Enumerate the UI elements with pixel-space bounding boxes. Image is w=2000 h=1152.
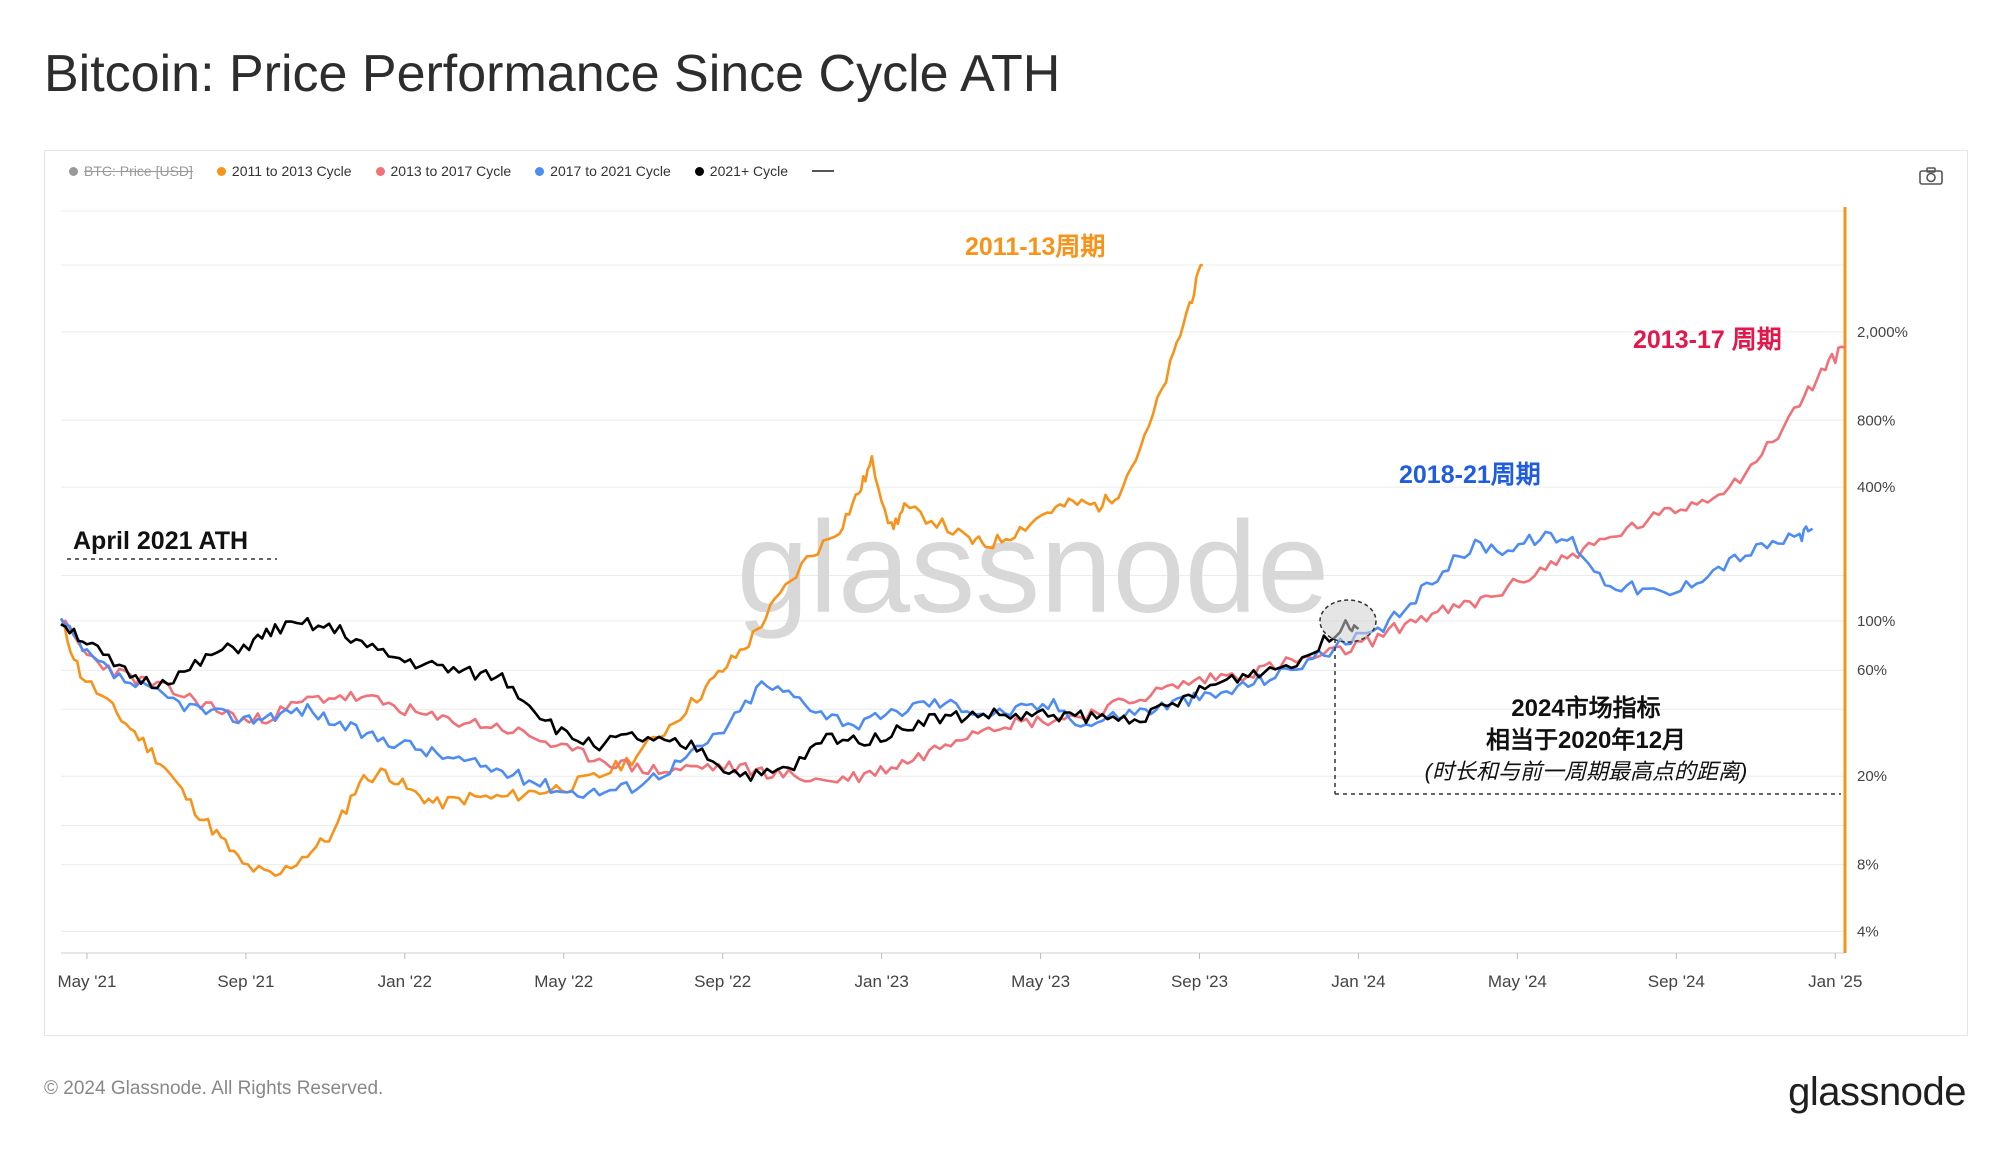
series-line-1 [60, 345, 1846, 784]
legend-item-0[interactable]: BTC: Price [USD] [69, 163, 193, 179]
legend-label: 2021+ Cycle [709, 163, 789, 179]
x-tick-label: May '24 [1488, 972, 1547, 991]
page-title: Bitcoin: Price Performance Since Cycle A… [44, 45, 1061, 103]
cycle-2018-label: 2018-21周期 [1399, 461, 1541, 489]
y-tick-label: 4% [1857, 923, 1879, 940]
ath-annotation: April 2021 ATH [73, 527, 248, 555]
x-tick-label: Sep '22 [694, 972, 751, 991]
x-tick-label: Sep '21 [217, 972, 274, 991]
chart-card: BTC: Price [USD] 2011 to 2013 Cycle 2013 t… [44, 150, 1968, 1036]
cycle-2011-label: 2011-13周期 [965, 233, 1105, 261]
legend-dot-icon [216, 166, 226, 176]
legend-item-4[interactable]: 2021+ Cycle [694, 163, 789, 179]
legend-dot-icon [694, 166, 704, 176]
x-tick-label: Jan '24 [1331, 972, 1385, 991]
x-tick-label: Sep '23 [1171, 972, 1228, 991]
camera-icon[interactable] [1919, 167, 1943, 185]
y-tick-label: 400% [1857, 479, 1895, 496]
legend-dot-icon [535, 166, 545, 176]
x-tick-label: Jan '23 [854, 972, 908, 991]
legend-label: 2011 to 2013 Cycle [231, 163, 352, 179]
highlight-ellipse [1319, 599, 1377, 643]
cycle-2013-label: 2013-17 周期 [1633, 326, 1782, 354]
note-line-2: 相当于2020年12月 [1486, 726, 1686, 754]
x-tick-label: Sep '24 [1648, 972, 1705, 991]
x-tick-label: May '22 [534, 972, 593, 991]
y-tick-label: 800% [1857, 412, 1895, 429]
y-tick-label: 2,000% [1857, 324, 1908, 341]
chart-legend: BTC: Price [USD] 2011 to 2013 Cycle 2013 t… [69, 163, 835, 179]
note-line-1: 2024市场指标 [1511, 694, 1660, 722]
copyright-footer: © 2024 Glassnode. All Rights Reserved. [44, 1078, 384, 1099]
watermark-text: glassnode [737, 494, 1330, 640]
x-tick-label: Jan '22 [378, 972, 432, 991]
legend-label: 2013 to 2017 Cycle [390, 163, 512, 179]
series-line-3 [60, 616, 1360, 782]
legend-item-3[interactable]: 2017 to 2021 Cycle [535, 163, 671, 179]
legend-item-2[interactable]: 2013 to 2017 Cycle [375, 163, 512, 179]
legend-label: BTC: Price [USD] [84, 163, 193, 179]
legend-label: 2017 to 2021 Cycle [550, 163, 671, 179]
note-line-3: (时长和与前一周期最高点的距离) [1425, 759, 1748, 784]
glassnode-logo[interactable]: glassnode [1788, 1070, 1966, 1114]
series-line-0 [59, 263, 1203, 877]
chart-plot: glassnode 2,000% 800% 400% 100% 60% 20% 8% 4% May… [57, 207, 1908, 991]
y-tick-label: 100% [1857, 613, 1895, 630]
more-legend-icon[interactable] [812, 170, 835, 172]
x-tick-label: Jan '25 [1808, 972, 1862, 991]
legend-item-1[interactable]: 2011 to 2013 Cycle [216, 163, 352, 179]
y-tick-label: 20% [1857, 768, 1887, 785]
y-tick-label: 60% [1857, 662, 1887, 679]
legend-dot-icon [69, 166, 78, 176]
y-tick-label: 8% [1857, 857, 1879, 874]
legend-dot-icon [375, 166, 385, 176]
series-line-2 [59, 525, 1814, 799]
x-tick-label: May '21 [57, 972, 116, 991]
x-tick-label: May '23 [1011, 972, 1070, 991]
